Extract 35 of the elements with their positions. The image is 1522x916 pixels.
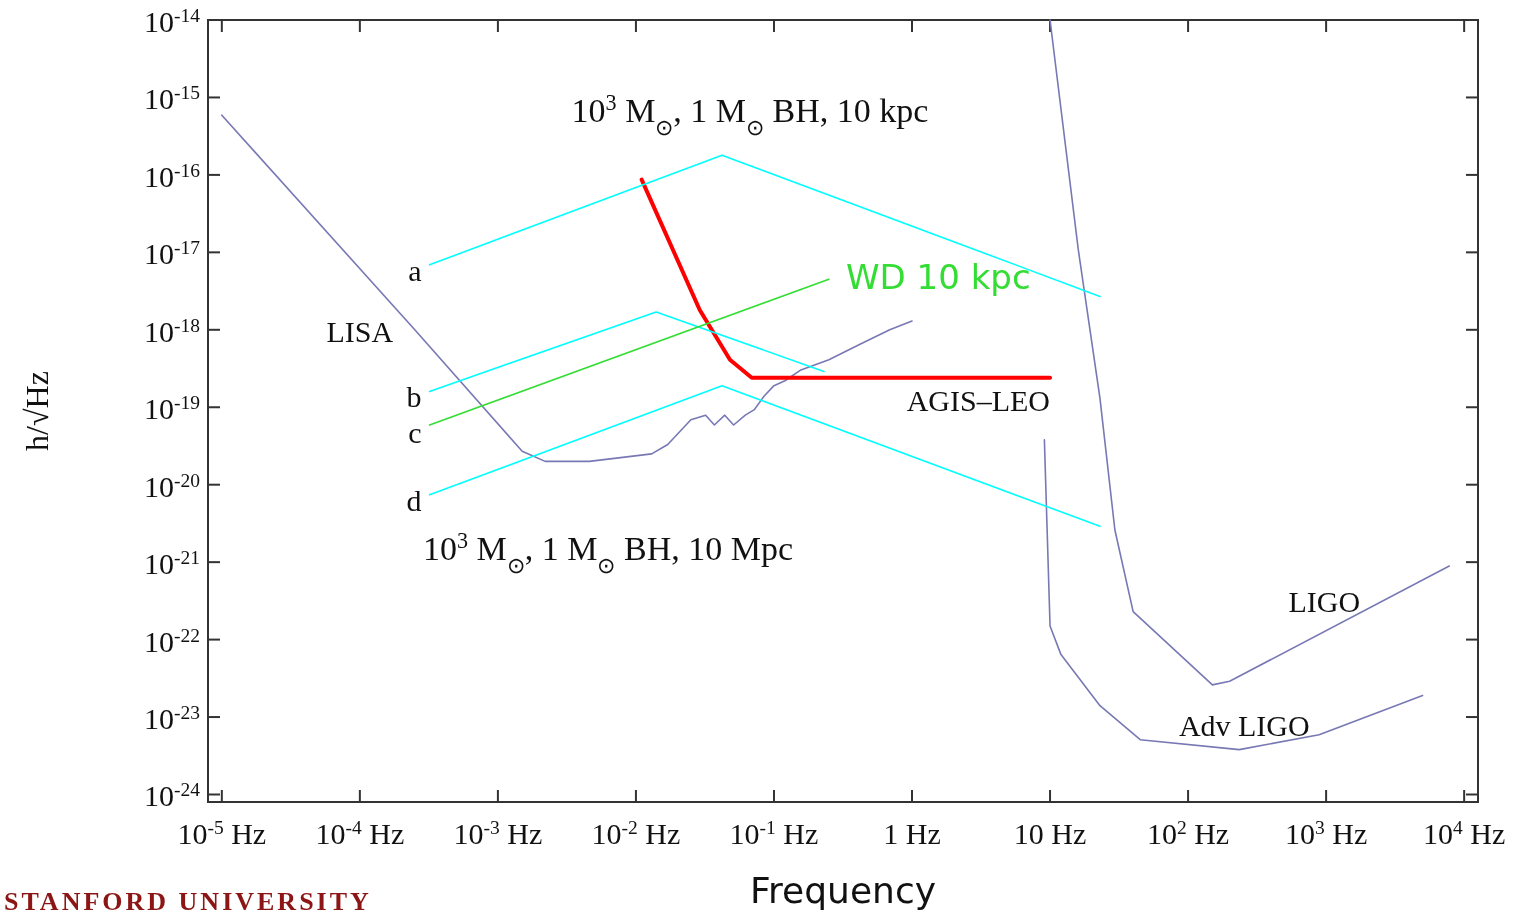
x-tick-label: 10$^{-1}$ Hz <box>729 816 819 850</box>
y-tick-label: 10$^{-21}$ <box>144 546 200 581</box>
x-tick-label: 10$^{4}$ Hz <box>1423 816 1506 850</box>
y-tick-label: 10$^{-19}$ <box>144 391 200 426</box>
x-tick-label: 10$^{-4}$ Hz <box>315 816 405 850</box>
y-tick-label: 10$^{-16}$ <box>144 159 201 193</box>
annotation: 10$^{3}$ M$_{⊙}$, 1 M$_{⊙}$ BH, 10 kpc <box>571 89 929 140</box>
y-tick-label: 10$^{-17}$ <box>144 236 201 271</box>
series-label: b <box>406 380 422 414</box>
annotation: WD 10 kpc <box>846 257 1031 297</box>
series-label: a <box>408 253 422 287</box>
text: STANFORD UNIVERSITY <box>4 887 372 916</box>
x-tick-label: 10$^{-2}$ Hz <box>591 816 681 850</box>
x-axis-title: Frequency <box>750 870 936 911</box>
y-tick-label: 10$^{-20}$ <box>144 469 200 503</box>
y-tick-label: 10$^{-14}$ <box>144 4 201 38</box>
series-label: d <box>406 483 422 517</box>
x-tick-label: 10$^{2}$ Hz <box>1146 816 1230 850</box>
y-tick-label: 10$^{-15}$ <box>144 81 200 116</box>
y-axis-title: h/√Hz <box>19 371 55 451</box>
y-tick-label: 10$^{-23}$ <box>144 701 200 736</box>
x-tick-label: 10$^{-5}$ Hz <box>177 816 267 850</box>
annotation: 10$^{3}$ M$_{⊙}$, 1 M$_{⊙}$ BH, 10 Mpc <box>422 527 794 578</box>
y-tick-label: 10$^{-24}$ <box>144 778 201 813</box>
series-label: c <box>408 415 422 449</box>
series-label: LIGO <box>1288 585 1361 619</box>
x-tick-label: 1 Hz <box>883 817 941 850</box>
y-tick-label: 10$^{-18}$ <box>144 314 200 348</box>
x-tick-label: 10 Hz <box>1013 817 1087 850</box>
series-label: AGIS–LEO <box>906 383 1051 417</box>
x-tick-label: 10$^{-3}$ Hz <box>453 816 543 850</box>
series-label: LISA <box>326 314 394 348</box>
y-tick-label: 10$^{-22}$ <box>144 624 200 658</box>
series-label: Adv LIGO <box>1178 708 1310 742</box>
x-tick-label: 10$^{3}$ Hz <box>1284 816 1368 850</box>
